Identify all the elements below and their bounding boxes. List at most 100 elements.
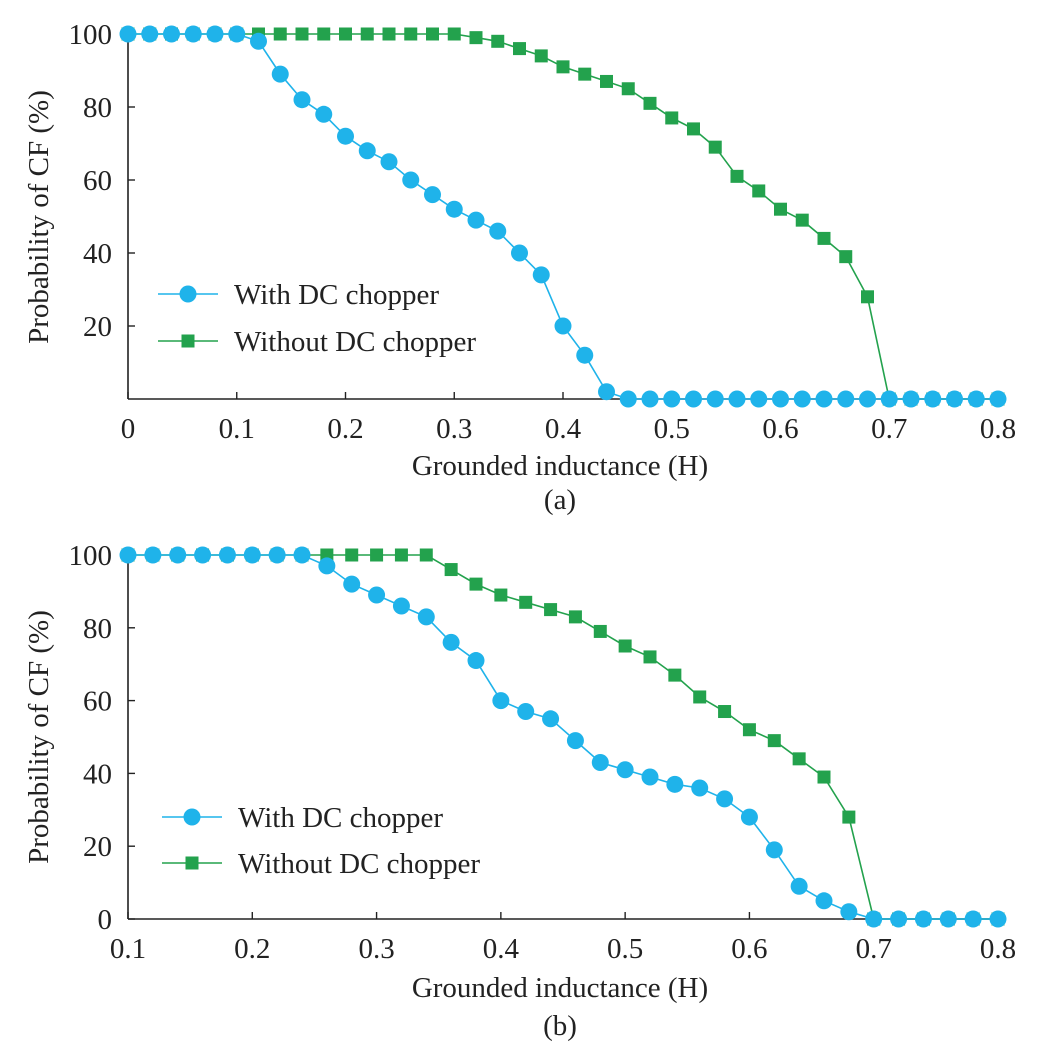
data-point [444, 563, 458, 577]
x-tick-label: 0 [121, 413, 136, 445]
x-tick-label: 0.7 [871, 413, 907, 445]
data-point [967, 390, 985, 408]
data-point [641, 768, 659, 786]
data-point [989, 910, 1007, 928]
data-point [141, 25, 159, 43]
data-point [315, 105, 333, 123]
data-point [842, 810, 856, 824]
data-point [643, 96, 657, 110]
data-point [511, 244, 528, 262]
data-point [593, 624, 607, 638]
x-tick-label: 0.4 [545, 413, 582, 445]
x-tick-label: 0.6 [731, 933, 767, 965]
data-point [556, 60, 570, 74]
data-point [716, 790, 734, 808]
data-point [708, 140, 722, 154]
data-point [268, 546, 286, 564]
data-point [273, 27, 287, 41]
data-point [840, 903, 858, 921]
data-point [424, 186, 441, 204]
data-point [469, 31, 483, 45]
y-tick-label: 40 [83, 238, 112, 270]
data-point [665, 111, 679, 125]
data-point [491, 34, 505, 48]
data-point [793, 390, 811, 408]
data-point [271, 65, 289, 83]
legend-marker-square [185, 856, 199, 870]
data-point [394, 548, 408, 562]
data-point [206, 25, 224, 43]
data-point [641, 390, 659, 408]
data-point [728, 390, 746, 408]
x-tick-label: 0.2 [327, 413, 363, 445]
y-axis-label: Probability of CF (%) [23, 610, 55, 864]
data-point [228, 25, 246, 43]
data-point [467, 211, 485, 229]
x-tick-label: 0.7 [856, 933, 892, 965]
data-point [767, 734, 781, 748]
data-point [554, 317, 572, 335]
panel-caption: (a) [544, 484, 576, 516]
data-point [989, 390, 1007, 408]
legend-marker-square [181, 334, 195, 348]
data-point [750, 390, 768, 408]
legend-marker-circle [183, 808, 201, 826]
data-point [663, 390, 681, 408]
data-point [914, 910, 932, 928]
x-tick-label: 0.4 [483, 933, 520, 965]
data-point [817, 770, 831, 784]
data-point [380, 153, 398, 171]
data-point [513, 42, 526, 56]
data-point [693, 690, 707, 704]
data-point [419, 548, 433, 562]
chart-panel-a: Probability of CF (%) Grounded inductanc… [23, 19, 1016, 516]
legend-label: Without DC chopper [234, 326, 476, 358]
x-axis-label: Grounded inductance (H) [412, 972, 708, 1004]
data-point [368, 586, 386, 604]
data-point [404, 27, 418, 41]
data-point [618, 639, 632, 653]
data-point [445, 200, 463, 218]
data-point [815, 390, 833, 408]
data-point [839, 250, 853, 264]
data-point [946, 390, 963, 408]
data-point [890, 910, 908, 928]
data-point [317, 27, 331, 41]
y-tick-label: 100 [69, 19, 113, 51]
data-point [792, 752, 806, 766]
data-point [752, 184, 766, 198]
data-point [591, 753, 609, 771]
x-tick-label: 0.8 [980, 413, 1016, 445]
y-tick-label: 20 [83, 311, 112, 343]
data-point [534, 49, 548, 63]
y-tick-label: 0 [98, 904, 113, 936]
data-point [621, 82, 635, 96]
data-point [144, 546, 162, 564]
data-point [706, 390, 724, 408]
y-tick-label: 60 [83, 686, 112, 718]
data-point [795, 213, 809, 227]
data-point [685, 390, 702, 408]
data-point [163, 25, 180, 43]
data-point [964, 910, 982, 928]
data-point [765, 841, 783, 859]
x-tick-label: 0.1 [219, 413, 255, 445]
y-tick-label: 80 [83, 613, 112, 645]
legend: With DC chopper Without DC chopper [158, 279, 476, 358]
data-point [939, 910, 957, 928]
y-tick-label: 100 [69, 540, 113, 572]
data-point [815, 892, 833, 910]
data-point [598, 383, 615, 401]
data-point [600, 74, 613, 88]
data-point [790, 877, 808, 895]
y-axis-label: Probability of CF (%) [23, 90, 55, 344]
chart-panel-b: Probability of CF (%) Grounded inductanc… [23, 540, 1016, 1042]
data-point [668, 668, 682, 682]
data-point [402, 171, 420, 189]
data-point [343, 575, 361, 593]
data-point [542, 710, 560, 728]
legend-label: With DC chopper [234, 279, 439, 311]
data-point [119, 546, 137, 564]
data-point [345, 548, 359, 562]
data-point [924, 390, 942, 408]
